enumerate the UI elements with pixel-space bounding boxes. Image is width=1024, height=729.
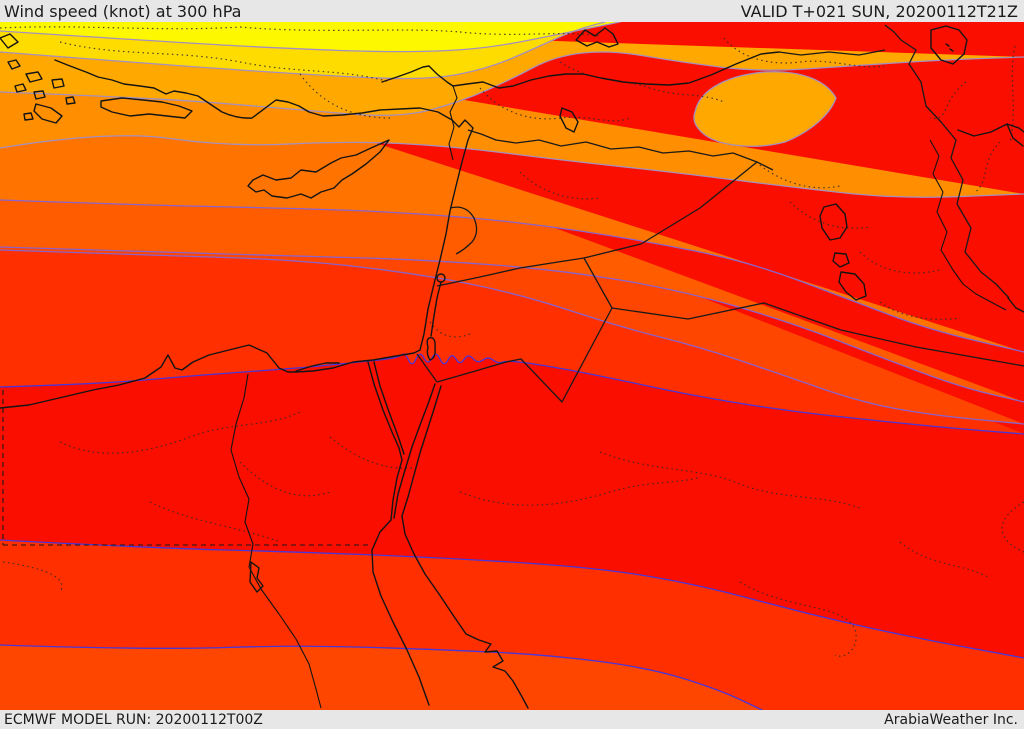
coastline: [559, 107, 579, 133]
header-bar: Wind speed (knot) at 300 hPa VALID T+021…: [0, 0, 1024, 22]
coastline: [1006, 123, 1024, 147]
country-border: [416, 353, 438, 383]
coastline: [381, 51, 780, 89]
admin-boundary: [59, 41, 391, 83]
admin-boundary: [59, 411, 301, 454]
coastline: [367, 361, 403, 521]
coastline: [249, 561, 264, 593]
coastline: [33, 90, 46, 100]
coastline: [373, 361, 405, 455]
country-border: [583, 161, 758, 259]
coastline: [832, 252, 850, 268]
admin-boundary: [239, 461, 331, 497]
band-below-2: [0, 645, 762, 710]
brand-label: ArabiaWeather Inc.: [884, 711, 1018, 728]
coastline: [949, 48, 954, 52]
coastline: [930, 25, 968, 65]
admin-boundaries: [0, 26, 1024, 657]
admin-boundary: [899, 541, 991, 579]
coastline: [0, 33, 19, 49]
contour-line: [0, 22, 606, 80]
contour-line: [0, 199, 1024, 353]
coastline: [430, 281, 442, 337]
country-border: [449, 206, 478, 255]
map-title: Wind speed (knot) at 300 hPa: [4, 1, 242, 21]
coastlines: [0, 25, 1024, 709]
coastline: [1007, 297, 1024, 313]
admin-boundary: [879, 301, 961, 320]
contour-line: [0, 539, 1024, 659]
coastline: [0, 59, 474, 409]
country-border: [778, 49, 886, 56]
admin-boundary: [559, 61, 725, 103]
band-l1: [0, 22, 620, 52]
country-borders: [416, 24, 1024, 403]
admin-boundary: [739, 581, 857, 657]
coastline: [7, 59, 21, 70]
river: [929, 139, 1007, 311]
coastline: [838, 271, 867, 301]
admin-boundary: [2, 561, 63, 593]
contour-line: [0, 249, 1024, 425]
footer-bar: ECMWF MODEL RUN: 20200112T00Z ArabiaWeat…: [0, 710, 1024, 729]
coastline: [25, 71, 43, 83]
coastline: [65, 96, 76, 105]
band-fills: [0, 22, 1024, 710]
dashed-borders: [2, 390, 371, 546]
coastline: [401, 385, 529, 709]
wind-speed-map: [0, 22, 1024, 710]
river: [230, 373, 322, 709]
contour-line: [0, 51, 1024, 116]
coastline: [295, 362, 340, 372]
admin-boundary: [149, 501, 281, 543]
contour-line: [0, 246, 1024, 403]
coastline: [371, 519, 430, 706]
coastline: [393, 383, 436, 519]
admin-boundary: [299, 73, 391, 119]
coastline: [14, 83, 27, 93]
contour-line: [0, 135, 1024, 198]
country-border: [467, 129, 774, 171]
admin-boundary: [929, 81, 967, 120]
contour-line: [0, 644, 763, 710]
coastline: [23, 112, 34, 121]
coastline: [819, 203, 848, 241]
admin-boundary: [1001, 501, 1024, 553]
country-border: [436, 257, 585, 287]
coastline: [957, 123, 1024, 137]
contour-line: [693, 71, 837, 147]
coastline: [100, 97, 193, 119]
coastline: [426, 337, 436, 361]
coastline: [575, 27, 619, 48]
model-run-label: ECMWF MODEL RUN: 20200112T00Z: [4, 711, 263, 728]
band-closed-minimum: [694, 71, 836, 147]
coastline: [945, 43, 950, 47]
contour-lines: [0, 22, 1024, 710]
country-border: [436, 307, 613, 403]
country-border: [884, 24, 1010, 299]
coastline: [51, 78, 65, 89]
contour-line: [0, 22, 621, 53]
coastline: [436, 273, 446, 283]
coastline: [247, 139, 390, 199]
coastline: [33, 103, 63, 124]
map-canvas: [0, 22, 1024, 710]
admin-boundary: [329, 436, 421, 469]
admin-boundary: [479, 87, 631, 122]
valid-time-label: VALID T+021 SUN, 20200112T21Z: [740, 1, 1018, 21]
